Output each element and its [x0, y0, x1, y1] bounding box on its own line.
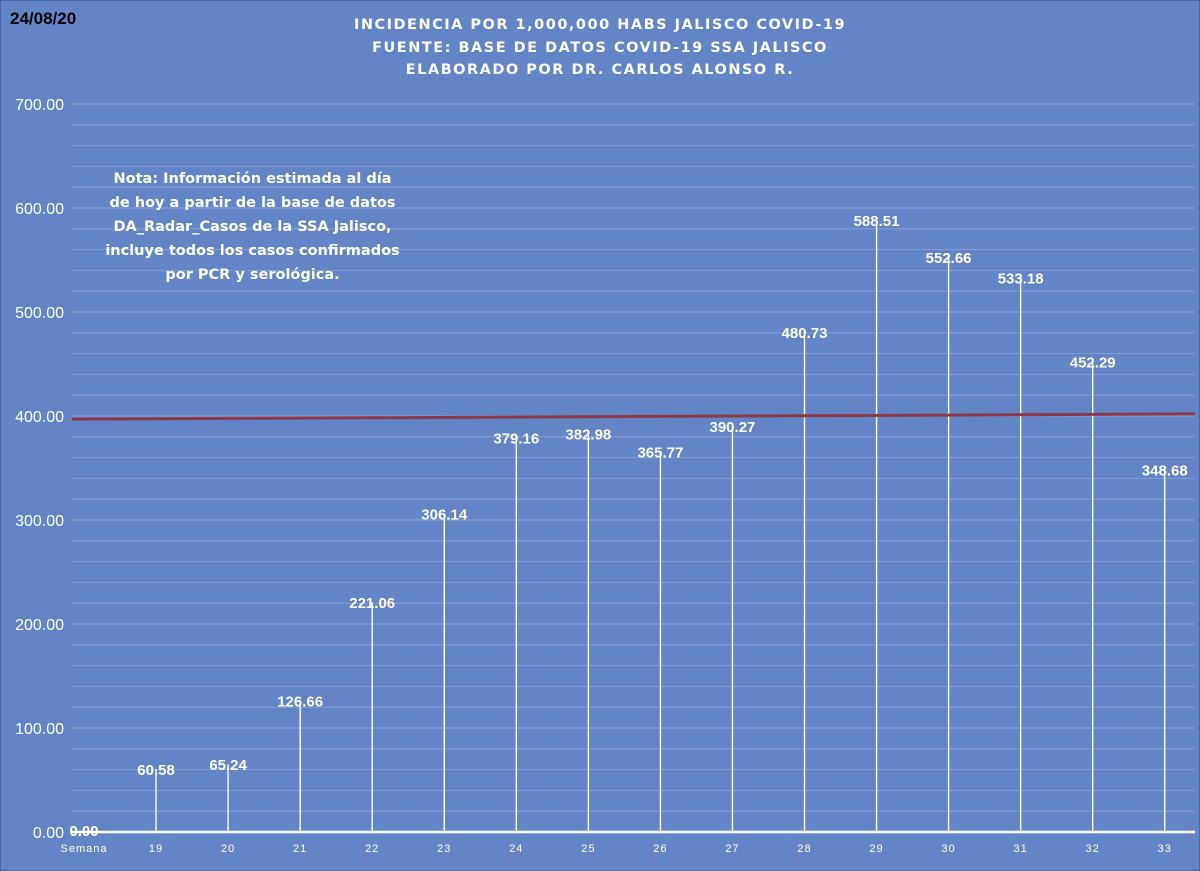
data-label: 533.18: [998, 270, 1044, 287]
x-tick-label: Semana: [61, 843, 108, 855]
x-tick-label: 28: [797, 843, 811, 855]
gridlines: [72, 103, 1195, 834]
x-tick-label: 33: [1158, 843, 1172, 855]
x-tick-label: 21: [293, 843, 307, 855]
data-label: 60.58: [137, 762, 175, 779]
x-axis-ticks: Semana 19 20 21 22 23 24 25 26 27 28 29 30 31 32 33: [61, 843, 1172, 855]
data-label: 480.73: [782, 325, 828, 342]
x-tick-label: 23: [437, 843, 451, 855]
x-tick-label: 26: [653, 843, 667, 855]
y-tick-label: 400.00: [15, 409, 64, 426]
note-text: Nota: Información estimada al día de hoy…: [100, 167, 405, 287]
y-tick-label: 0.00: [33, 825, 64, 842]
data-labels: 0.00 60.58 65.24 126.66 221.06 306.14 379.16 38…: [69, 213, 1187, 840]
x-tick-label: 22: [365, 843, 379, 855]
note-line-2: de hoy a partir de la base de datos: [109, 195, 396, 211]
data-label: 365.77: [637, 445, 683, 462]
y-tick-label: 600.00: [15, 201, 64, 218]
note-line-1: Nota: Información estimada al día: [113, 171, 392, 187]
x-tick-label: 24: [509, 843, 523, 855]
data-label: 126.66: [277, 693, 323, 710]
y-tick-label: 100.00: [15, 721, 64, 738]
data-label: 306.14: [421, 507, 468, 524]
title-line-2: FUENTE: BASE DE DATOS COVID-19 SSA JALIS…: [372, 39, 828, 56]
data-label: 588.51: [854, 213, 900, 230]
reference-line-group: [71, 412, 1196, 421]
y-axis-ticks: 0.00 100.00 200.00 300.00 400.00 500.00 600.00…: [15, 97, 64, 842]
reference-line: [71, 412, 1196, 421]
x-tick-label: 31: [1014, 843, 1028, 855]
x-tick-label: 19: [149, 843, 163, 855]
chart-title: INCIDENCIA POR 1,000,000 HABS JALISCO CO…: [200, 14, 1000, 82]
data-label: 65.24: [209, 757, 247, 774]
x-tick-label: 30: [941, 843, 955, 855]
y-tick-label: 500.00: [15, 305, 64, 322]
data-label: 221.06: [349, 595, 395, 612]
title-line-3: ELABORADO POR DR. CARLOS ALONSO R.: [405, 62, 795, 78]
y-tick-label: 300.00: [15, 513, 64, 530]
note-line-4: incluye todos los casos confirmados: [105, 243, 400, 259]
x-tick-label: 32: [1086, 843, 1100, 855]
x-tick-label: 20: [221, 843, 235, 855]
data-label: 552.66: [926, 250, 972, 267]
date-label: 24/08/20: [10, 9, 77, 28]
data-label: 0.00: [69, 823, 98, 840]
data-stems: [155, 219, 1166, 832]
x-tick-label: 25: [581, 843, 595, 855]
x-tick-label: 29: [869, 843, 883, 855]
note-line-5: por PCR y serológica.: [165, 267, 340, 283]
data-label: 348.68: [1142, 462, 1188, 479]
title-line-1: INCIDENCIA POR 1,000,000 HABS JALISCO CO…: [353, 17, 847, 33]
data-label: 379.16: [493, 431, 539, 448]
x-tick-label: 27: [725, 843, 739, 855]
data-label: 382.98: [565, 427, 611, 444]
note-line-3: DA_Radar_Casos de la SSA Jalisco,: [113, 219, 392, 235]
data-label: 390.27: [710, 419, 756, 436]
y-tick-label: 200.00: [15, 617, 64, 634]
data-label: 452.29: [1070, 355, 1116, 372]
y-tick-label: 700.00: [15, 97, 64, 114]
